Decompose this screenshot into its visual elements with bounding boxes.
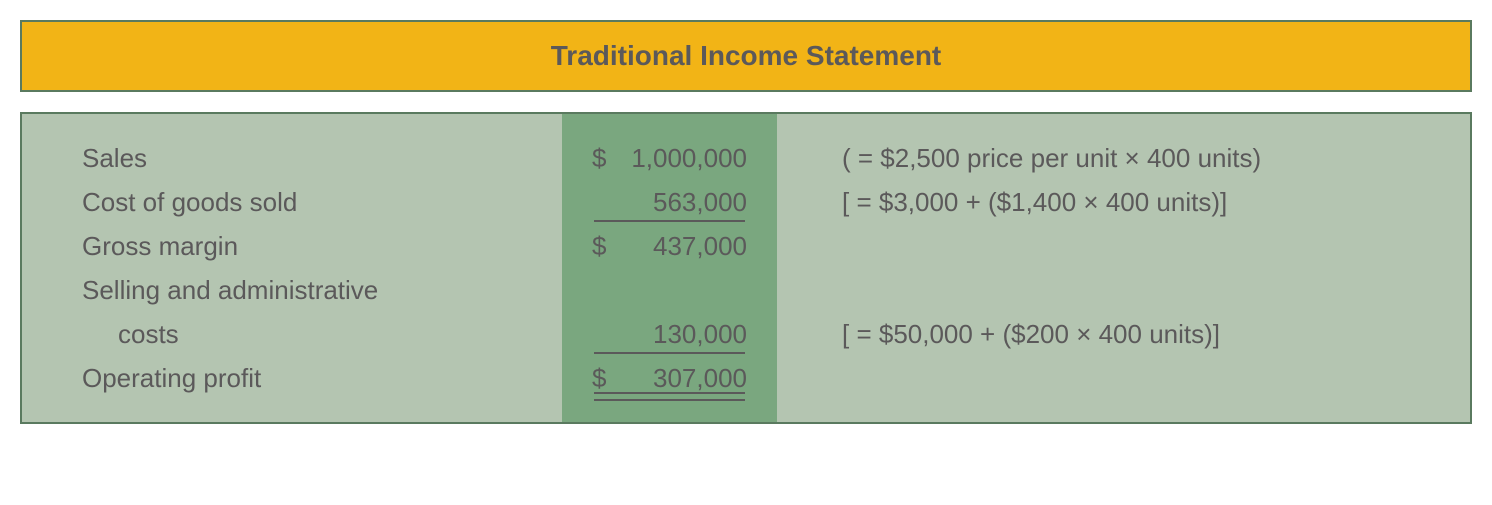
currency-symbol: $: [592, 143, 612, 174]
label-operating-profit: Operating profit: [82, 356, 562, 400]
currency-symbol: $: [592, 363, 612, 394]
value-operating-profit: $ 307,000: [592, 356, 747, 400]
amount: 1,000,000: [612, 143, 747, 174]
value-sales: $ 1,000,000: [592, 136, 747, 180]
amount: 130,000: [612, 319, 747, 350]
note-blank: [842, 268, 1470, 312]
labels-column: Sales Cost of goods sold Gross margin Se…: [22, 114, 562, 422]
title-bar: Traditional Income Statement: [20, 20, 1472, 92]
currency-symbol: $: [592, 231, 612, 262]
note-cogs: [ = $3,000 + ($1,400 × 400 units)]: [842, 180, 1470, 224]
value-cogs: 563,000: [592, 180, 747, 224]
label-sales: Sales: [82, 136, 562, 180]
income-statement: Traditional Income Statement Sales Cost …: [20, 20, 1472, 424]
label-sga-1: Selling and administrative: [82, 268, 562, 312]
label-sga-2: costs: [82, 312, 562, 356]
amount: 437,000: [612, 231, 747, 262]
amount: 563,000: [612, 187, 747, 218]
statement-table: Sales Cost of goods sold Gross margin Se…: [20, 112, 1472, 424]
title-text: Traditional Income Statement: [551, 40, 942, 71]
label-cogs: Cost of goods sold: [82, 180, 562, 224]
note-sga: [ = $50,000 + ($200 × 400 units)]: [842, 312, 1470, 356]
label-gross-margin: Gross margin: [82, 224, 562, 268]
note-operating-profit: [842, 356, 1470, 400]
note-gross-margin: [842, 224, 1470, 268]
value-sga: 130,000: [592, 312, 747, 356]
value-blank: [592, 268, 747, 312]
values-column: $ 1,000,000 563,000 $ 437,000 130,000 $: [562, 114, 777, 422]
amount: 307,000: [612, 363, 747, 394]
notes-column: ( = $2,500 price per unit × 400 units) […: [777, 114, 1470, 422]
note-sales: ( = $2,500 price per unit × 400 units): [842, 136, 1470, 180]
value-gross-margin: $ 437,000: [592, 224, 747, 268]
